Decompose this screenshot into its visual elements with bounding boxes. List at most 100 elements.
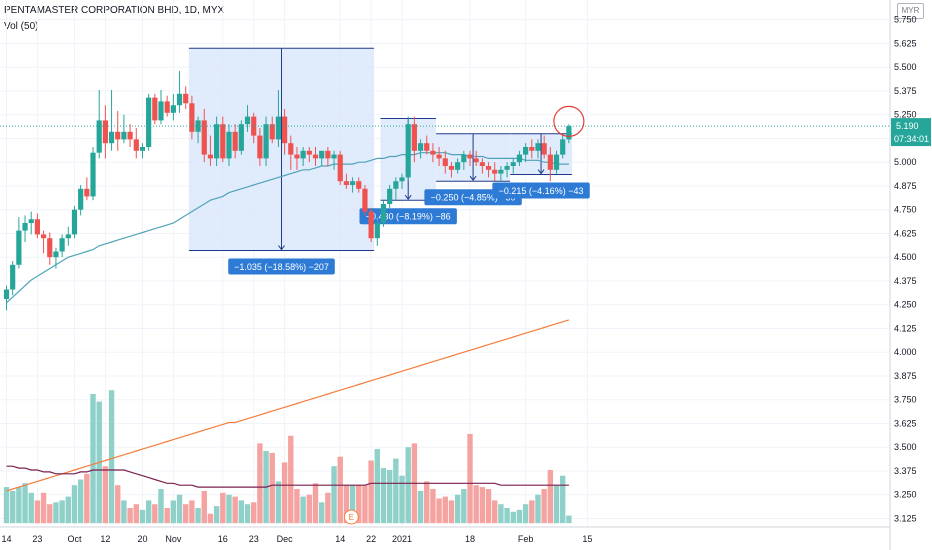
volume-bar	[102, 466, 109, 524]
volume-bar	[405, 447, 411, 524]
candle-body	[251, 116, 257, 136]
volume-bar	[84, 473, 90, 524]
volume-bar	[306, 494, 313, 524]
candle-body	[34, 219, 40, 235]
price-tick-label: 5.625	[894, 38, 917, 48]
volume-bar	[288, 435, 294, 524]
last-price-label-bg	[891, 118, 931, 147]
measure-arrow-icon	[404, 194, 412, 201]
volume-bar	[53, 502, 59, 524]
candle-body	[424, 143, 430, 151]
volume-bar	[485, 489, 492, 524]
time-tick-label: 2021	[392, 534, 412, 544]
volume-bar	[244, 504, 251, 524]
candle-body	[393, 181, 399, 189]
time-tick-label: Feb	[518, 534, 534, 544]
candle-body	[102, 120, 108, 144]
price-tick-label: 5.750	[894, 15, 917, 25]
volume-bar	[504, 508, 510, 524]
candle-body	[16, 230, 22, 265]
candle-body	[374, 223, 380, 239]
candle-body	[560, 139, 566, 155]
volume-bar	[553, 485, 560, 524]
volume-bar	[34, 500, 41, 524]
volume-bar	[201, 490, 207, 524]
last-price-label: 5.190	[896, 121, 919, 131]
volume-bar	[442, 496, 448, 524]
price-tick-label: 4.625	[894, 228, 917, 238]
candle-body	[152, 97, 158, 121]
price-tick-label: 4.875	[894, 181, 917, 191]
price-tick-label: 3.500	[894, 442, 917, 452]
candle-body	[201, 120, 207, 155]
candle-body	[362, 188, 368, 212]
volume-bar	[294, 489, 300, 524]
volume-bar	[3, 487, 10, 524]
volume-bar	[300, 496, 306, 524]
candle-body	[78, 188, 84, 210]
volume-bar	[541, 489, 547, 524]
time-axis[interactable]: 14 23 Oct 12 20 Nov 16 23 Dec 14 22 2021 18 Feb 15	[1, 534, 592, 544]
candle-body	[189, 103, 195, 132]
volume-bar	[522, 504, 529, 524]
volume-bar	[281, 462, 288, 524]
candle-body	[226, 131, 232, 159]
candle-body	[448, 166, 455, 170]
volume-bar	[183, 504, 189, 524]
candle-body	[282, 116, 288, 144]
overlays: 5.190 07:34:01 E	[0, 105, 931, 525]
candle-body	[492, 169, 498, 174]
volume-bar	[16, 487, 22, 524]
volume-bar	[121, 500, 127, 524]
time-tick-label: 18	[465, 534, 475, 544]
volume-bar	[189, 500, 195, 524]
candle-body	[108, 131, 115, 144]
currency-button[interactable]: MYR	[897, 3, 924, 19]
volume-bar	[393, 458, 399, 524]
volume-bar	[448, 500, 455, 524]
candle-body	[523, 147, 529, 155]
volume-bar	[473, 485, 479, 524]
candle-body	[40, 234, 47, 239]
grid	[0, 0, 891, 550]
candle-body	[146, 97, 152, 147]
volume-bar	[220, 492, 226, 524]
volume-bar	[238, 500, 245, 524]
price-axis[interactable]: 5.7505.6255.5005.3755.2505.1255.0004.875…	[894, 15, 917, 524]
candle-body	[430, 150, 436, 155]
candle-body	[170, 105, 176, 113]
earnings-label: E	[349, 513, 354, 522]
countdown-label: 07:34:01	[894, 134, 929, 144]
volume-bar	[269, 452, 275, 524]
candle-body	[53, 251, 59, 258]
volume-bar	[145, 500, 152, 524]
volume-bar	[251, 502, 257, 524]
price-tick-label: 3.250	[894, 490, 917, 500]
candle-body	[263, 124, 269, 159]
measure-label-bg	[228, 258, 335, 275]
measure-tools: −1.035 (−18.58%) −207 −0.430 (−8.19%) −86…	[188, 47, 590, 275]
price-tick-label: 5.500	[894, 62, 917, 72]
candle-body	[294, 154, 300, 159]
candle-body	[257, 135, 263, 159]
volume-legend: Vol (50)	[4, 21, 39, 32]
volume-bar	[127, 508, 133, 524]
candle-body	[411, 124, 417, 151]
candle-body	[121, 131, 127, 140]
candle-body	[343, 181, 349, 185]
ma-line-0	[6, 152, 569, 304]
volume-bar	[318, 502, 325, 524]
time-tick-label: 14	[1, 534, 11, 544]
volume-bar	[28, 492, 34, 524]
volume-bar	[337, 456, 343, 524]
volume-bar	[312, 483, 319, 524]
candle-body	[356, 181, 362, 189]
candle-body	[47, 238, 53, 258]
time-tick-label: 15	[582, 534, 592, 544]
candle-body	[90, 152, 96, 197]
volume-bar	[207, 513, 214, 524]
candle-body	[510, 162, 516, 166]
candle-body	[498, 169, 504, 174]
volume-bar	[325, 492, 331, 524]
